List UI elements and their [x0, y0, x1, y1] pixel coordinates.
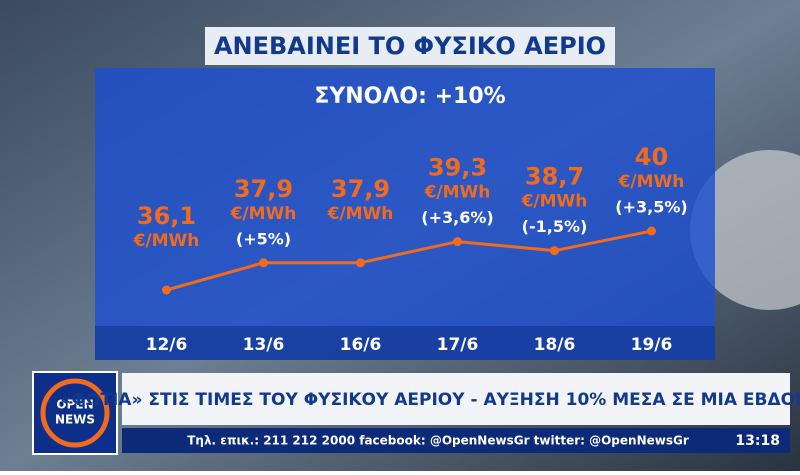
change-label: (-1,5%)	[522, 217, 588, 236]
x-tick-label: 19/6	[631, 335, 673, 355]
change-label: (+3,5%)	[615, 198, 687, 217]
value-label: 40	[635, 143, 668, 171]
contact: Τηλ. επικ.: 211 212 2000 facebook: @Open…	[187, 434, 689, 448]
value-label: 38,7	[525, 163, 584, 191]
headline: «ΦΩΤΙΑ» ΣΤΙΣ ΤΙΜΕΣ ΤΟΥ ΦΥΣΙΚΟΥ ΑΕΡΙΟΥ - …	[61, 390, 800, 410]
unit-label: €/MWh	[424, 183, 491, 203]
unit-label: €/MWh	[327, 204, 394, 224]
unit-label: €/MWh	[230, 204, 297, 224]
chart-title: ΑΝΕΒΑΙΝΕΙ ΤΟ ΦΥΣΙΚΟ ΑΕΡΙΟ	[214, 32, 606, 60]
clock: 13:18	[735, 433, 780, 449]
point	[453, 237, 462, 246]
x-tick-label: 16/6	[340, 335, 382, 355]
change-label: (+5%)	[236, 229, 291, 248]
value-label: 39,3	[428, 154, 487, 182]
x-tick-label: 17/6	[437, 335, 479, 355]
x-tick-label: 12/6	[146, 335, 188, 355]
point	[647, 227, 656, 236]
point	[550, 246, 559, 255]
value-label: 37,9	[331, 175, 390, 203]
value-label: 36,1	[137, 202, 196, 230]
x-tick-label: 13/6	[243, 335, 285, 355]
unit-label: €/MWh	[133, 231, 200, 251]
point	[259, 258, 268, 267]
x-tick-label: 18/6	[534, 335, 576, 355]
unit-label: €/MWh	[618, 172, 685, 192]
point	[356, 258, 365, 267]
chart-subtitle: ΣΥΝΟΛΟ: +10%	[314, 84, 505, 109]
logo-text: NEWS	[55, 413, 95, 427]
value-label: 37,9	[234, 175, 293, 203]
point	[162, 286, 171, 295]
unit-label: €/MWh	[521, 192, 588, 212]
change-label: (+3,6%)	[421, 208, 493, 227]
date-strip	[95, 326, 715, 360]
